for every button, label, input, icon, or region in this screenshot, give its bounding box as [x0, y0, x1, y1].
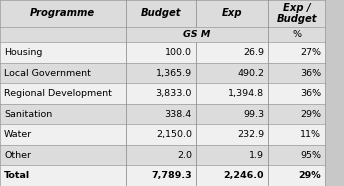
Bar — [126, 165, 196, 186]
Bar — [126, 104, 196, 124]
Bar — [0, 27, 126, 42]
Text: Other: Other — [4, 151, 31, 160]
Bar — [268, 83, 325, 104]
Text: Programme: Programme — [30, 9, 95, 18]
Text: 99.3: 99.3 — [243, 110, 264, 119]
Bar — [196, 63, 268, 83]
Bar — [196, 83, 268, 104]
Text: Exp /
Budget: Exp / Budget — [277, 3, 317, 24]
Text: 2,150.0: 2,150.0 — [156, 130, 192, 139]
Bar — [196, 124, 268, 145]
Bar — [268, 0, 325, 27]
Text: %: % — [292, 30, 301, 39]
Bar — [196, 145, 268, 165]
Text: 26.9: 26.9 — [243, 48, 264, 57]
Text: Budget: Budget — [141, 9, 181, 18]
Bar — [268, 145, 325, 165]
Bar — [0, 0, 126, 27]
Text: Housing: Housing — [4, 48, 43, 57]
Text: Water: Water — [4, 130, 32, 139]
Bar — [0, 104, 126, 124]
Text: 2,246.0: 2,246.0 — [224, 171, 264, 180]
Text: GS M: GS M — [183, 30, 211, 39]
Bar — [126, 145, 196, 165]
Bar — [126, 0, 196, 27]
Bar — [126, 42, 196, 63]
Text: 232.9: 232.9 — [237, 130, 264, 139]
Bar — [196, 42, 268, 63]
Text: 29%: 29% — [300, 110, 321, 119]
Bar — [0, 145, 126, 165]
Bar — [126, 124, 196, 145]
Bar — [268, 104, 325, 124]
Bar — [268, 165, 325, 186]
Bar — [126, 27, 268, 42]
Bar — [268, 124, 325, 145]
Bar — [268, 27, 325, 42]
Bar — [0, 83, 126, 104]
Text: Total: Total — [4, 171, 30, 180]
Text: 3,833.0: 3,833.0 — [155, 89, 192, 98]
Bar — [126, 83, 196, 104]
Text: 338.4: 338.4 — [165, 110, 192, 119]
Text: 1,394.8: 1,394.8 — [228, 89, 264, 98]
Bar — [268, 42, 325, 63]
Bar — [196, 0, 268, 27]
Text: Sanitation: Sanitation — [4, 110, 52, 119]
Text: 2.0: 2.0 — [177, 151, 192, 160]
Text: Regional Development: Regional Development — [4, 89, 112, 98]
Text: 29%: 29% — [298, 171, 321, 180]
Bar — [0, 42, 126, 63]
Text: 11%: 11% — [300, 130, 321, 139]
Text: 27%: 27% — [300, 48, 321, 57]
Bar — [196, 165, 268, 186]
Text: 1.9: 1.9 — [249, 151, 264, 160]
Text: Exp: Exp — [222, 9, 243, 18]
Text: 36%: 36% — [300, 89, 321, 98]
Text: 7,789.3: 7,789.3 — [151, 171, 192, 180]
Text: Local Government: Local Government — [4, 68, 91, 78]
Bar — [126, 63, 196, 83]
Bar — [0, 63, 126, 83]
Text: 36%: 36% — [300, 68, 321, 78]
Bar — [268, 63, 325, 83]
Text: 95%: 95% — [300, 151, 321, 160]
Text: 490.2: 490.2 — [237, 68, 264, 78]
Bar — [0, 165, 126, 186]
Bar — [196, 104, 268, 124]
Text: 100.0: 100.0 — [165, 48, 192, 57]
Bar — [0, 124, 126, 145]
Text: 1,365.9: 1,365.9 — [156, 68, 192, 78]
